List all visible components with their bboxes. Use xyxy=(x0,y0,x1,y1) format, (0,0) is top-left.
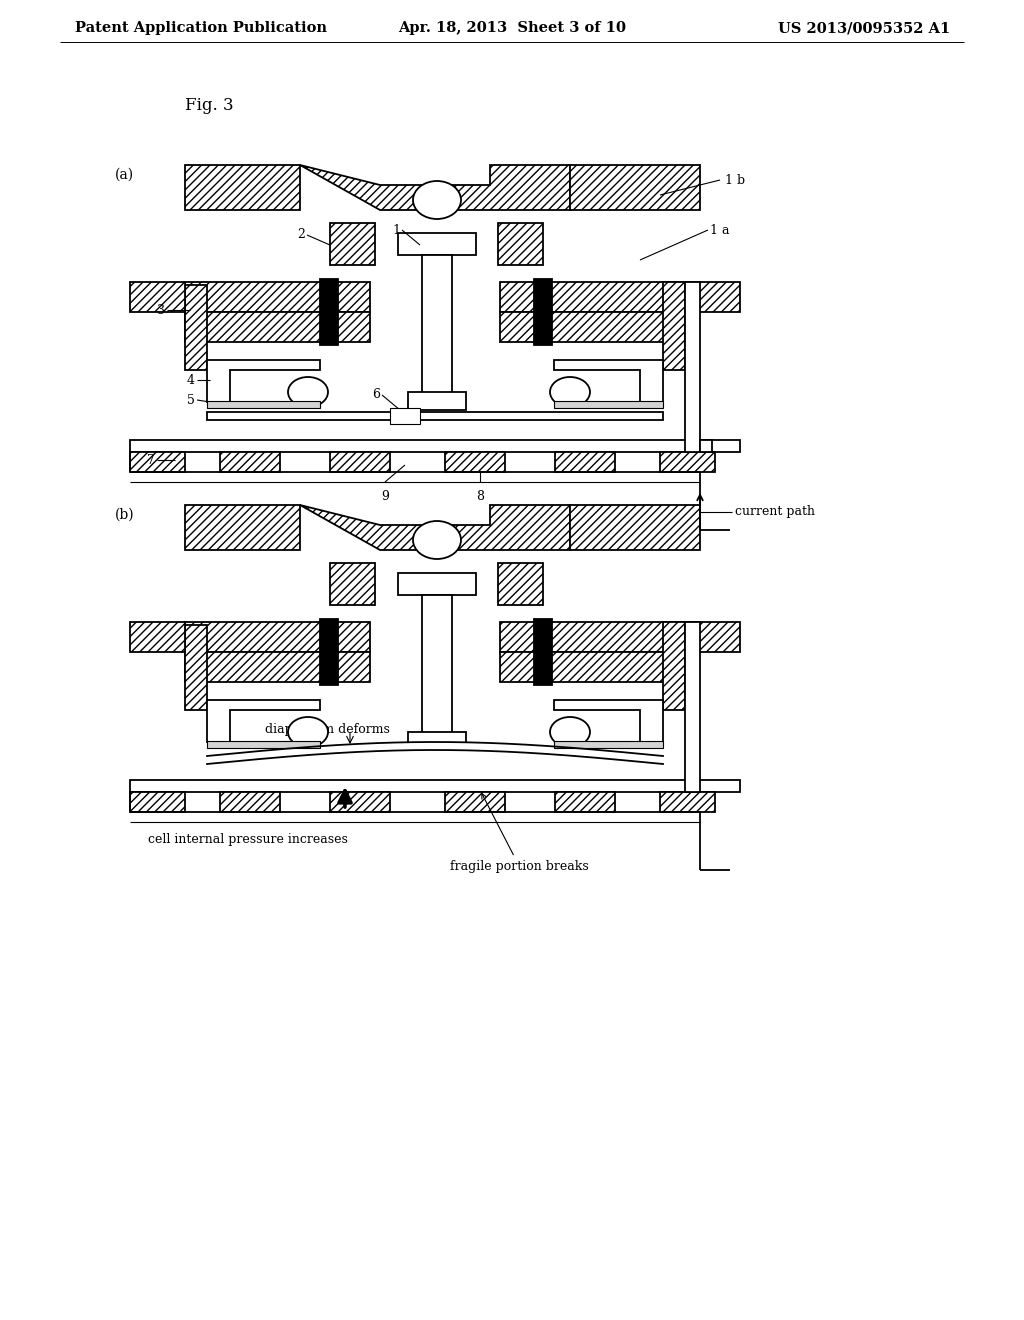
Bar xyxy=(220,451,280,473)
Bar xyxy=(445,451,505,473)
Polygon shape xyxy=(554,360,663,403)
Bar xyxy=(390,408,420,424)
Bar xyxy=(663,622,685,710)
Bar xyxy=(554,401,663,408)
Text: 3: 3 xyxy=(157,304,165,317)
Bar xyxy=(445,792,505,812)
Bar xyxy=(685,622,700,792)
Bar xyxy=(330,564,375,605)
Bar xyxy=(554,741,663,748)
Text: 1 b: 1 b xyxy=(725,173,745,186)
Text: (b): (b) xyxy=(115,508,134,521)
Bar xyxy=(185,285,207,370)
Bar xyxy=(130,440,740,451)
Ellipse shape xyxy=(288,717,328,747)
Text: 6: 6 xyxy=(372,388,380,401)
Bar xyxy=(408,733,466,750)
Ellipse shape xyxy=(413,521,461,558)
Bar xyxy=(422,255,452,400)
Polygon shape xyxy=(207,700,319,742)
Ellipse shape xyxy=(550,717,590,747)
Bar xyxy=(130,780,740,792)
Text: 4: 4 xyxy=(187,374,195,387)
Bar xyxy=(555,792,615,812)
Polygon shape xyxy=(300,506,430,550)
Text: (a): (a) xyxy=(115,168,134,182)
Bar xyxy=(330,223,375,265)
Ellipse shape xyxy=(550,378,590,407)
Text: 8: 8 xyxy=(476,490,484,503)
Bar xyxy=(130,622,185,652)
Text: Apr. 18, 2013  Sheet 3 of 10: Apr. 18, 2013 Sheet 3 of 10 xyxy=(398,21,626,36)
Bar xyxy=(130,451,185,473)
Bar xyxy=(185,282,370,312)
Text: 2: 2 xyxy=(297,228,305,242)
Polygon shape xyxy=(440,165,570,210)
Polygon shape xyxy=(570,506,700,550)
Text: 1 a: 1 a xyxy=(710,223,729,236)
Text: 7: 7 xyxy=(147,454,155,466)
Ellipse shape xyxy=(413,181,461,219)
Text: 9: 9 xyxy=(381,490,389,503)
Bar xyxy=(185,652,370,682)
Text: Patent Application Publication: Patent Application Publication xyxy=(75,21,327,36)
Bar xyxy=(700,440,712,451)
Bar xyxy=(660,792,715,812)
Bar xyxy=(319,279,338,345)
Bar xyxy=(498,223,543,265)
Bar xyxy=(398,573,476,595)
Bar xyxy=(534,279,552,345)
Text: fragile portion breaks: fragile portion breaks xyxy=(450,793,589,873)
Polygon shape xyxy=(554,700,663,742)
Polygon shape xyxy=(440,506,570,550)
Text: diaphragm deforms: diaphragm deforms xyxy=(265,723,390,737)
Bar xyxy=(660,451,715,473)
Bar xyxy=(685,622,740,652)
Text: 1: 1 xyxy=(392,223,400,236)
Bar xyxy=(330,451,390,473)
Bar xyxy=(185,312,370,342)
Bar xyxy=(330,792,390,812)
Bar xyxy=(319,619,338,685)
Ellipse shape xyxy=(288,378,328,407)
Bar xyxy=(130,792,185,812)
Text: 5: 5 xyxy=(187,393,195,407)
Text: cell internal pressure increases: cell internal pressure increases xyxy=(148,833,348,846)
Bar xyxy=(207,412,663,420)
Polygon shape xyxy=(207,360,319,403)
Bar xyxy=(220,792,280,812)
Bar xyxy=(663,282,685,370)
Text: current path: current path xyxy=(735,506,815,519)
Text: US 2013/0095352 A1: US 2013/0095352 A1 xyxy=(778,21,950,36)
Bar xyxy=(685,282,740,312)
Polygon shape xyxy=(185,165,300,210)
Bar xyxy=(555,451,615,473)
Bar xyxy=(500,622,685,652)
Bar xyxy=(207,741,319,748)
Bar xyxy=(500,312,685,342)
Bar xyxy=(398,234,476,255)
Bar xyxy=(422,595,452,741)
Bar xyxy=(500,652,685,682)
Bar xyxy=(130,282,185,312)
Bar xyxy=(207,401,319,408)
Bar xyxy=(685,282,700,451)
Bar xyxy=(500,282,685,312)
Polygon shape xyxy=(300,165,430,210)
Bar xyxy=(498,564,543,605)
Text: Fig. 3: Fig. 3 xyxy=(185,96,233,114)
Bar xyxy=(534,619,552,685)
Bar xyxy=(185,624,207,710)
Bar xyxy=(185,622,370,652)
Polygon shape xyxy=(185,506,300,550)
Bar xyxy=(408,392,466,411)
Polygon shape xyxy=(570,165,700,210)
